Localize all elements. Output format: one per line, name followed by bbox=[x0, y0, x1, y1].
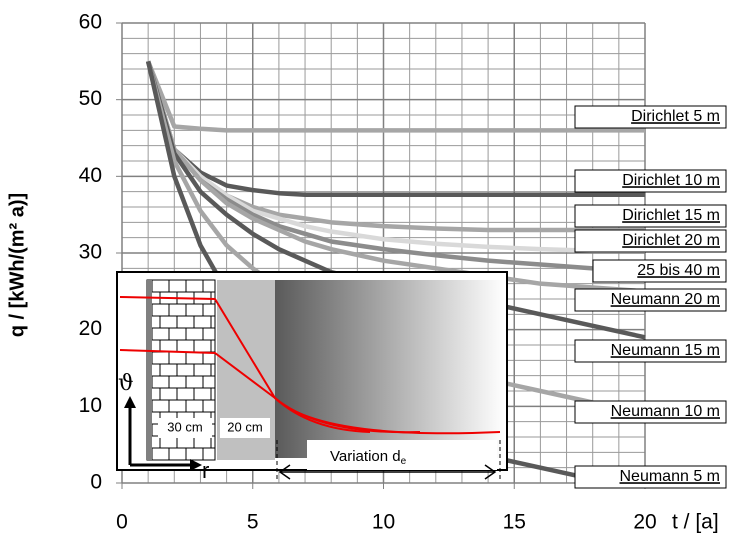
dimension-label: 30 cm bbox=[167, 419, 202, 434]
x-tick-label: 10 bbox=[372, 511, 395, 534]
legend-label: Dirichlet 15 m bbox=[622, 207, 720, 224]
y-tick-label: 0 bbox=[90, 471, 102, 494]
y-tick-label: 60 bbox=[79, 11, 102, 34]
y-axis-title: q / [kWh/(m² a)] bbox=[6, 193, 28, 337]
legend-label: Neumann 20 m bbox=[611, 291, 720, 308]
y-tick-label: 50 bbox=[79, 87, 102, 110]
legend-label: Dirichlet 20 m bbox=[622, 232, 720, 249]
subscript: e bbox=[401, 456, 407, 467]
series-labels: Dirichlet 5 m Dirichlet 10 m Dirichlet 15 … bbox=[575, 106, 726, 488]
dimension-label: 20 cm bbox=[227, 419, 262, 434]
legend-label: Dirichlet 5 m bbox=[631, 108, 720, 125]
inset-diagram: 30 cm 20 cm Variation de ϑ r bbox=[117, 272, 507, 483]
theta-label: ϑ bbox=[118, 371, 134, 396]
y-tick-label: 40 bbox=[79, 164, 102, 187]
legend-label: Neumann 5 m bbox=[620, 468, 721, 485]
x-tick-label: 15 bbox=[503, 511, 526, 534]
x-tick-label: 5 bbox=[247, 511, 259, 534]
legend-label: Neumann 10 m bbox=[611, 403, 720, 420]
y-tick-label: 20 bbox=[79, 317, 102, 340]
y-tick-label: 10 bbox=[79, 394, 102, 417]
x-tick-label: 0 bbox=[116, 511, 128, 534]
series-line bbox=[148, 61, 645, 130]
x-tick-label: 20 bbox=[633, 511, 656, 534]
wall-edge bbox=[147, 280, 152, 460]
legend-label: 25 bis 40 m bbox=[637, 262, 720, 279]
x-axis-title: t / [a] bbox=[672, 511, 719, 534]
variation-text: Variation d bbox=[330, 448, 401, 465]
r-label: r bbox=[202, 458, 209, 483]
chart: 0 5 10 15 20 0 10 20 30 40 50 60 30 cm 20 cm Variat… bbox=[0, 0, 729, 542]
dimension-label: Variation de bbox=[330, 448, 407, 467]
legend-label: Dirichlet 10 m bbox=[622, 172, 720, 189]
y-tick-label: 30 bbox=[79, 241, 102, 264]
legend-label: Neumann 15 m bbox=[611, 342, 720, 359]
